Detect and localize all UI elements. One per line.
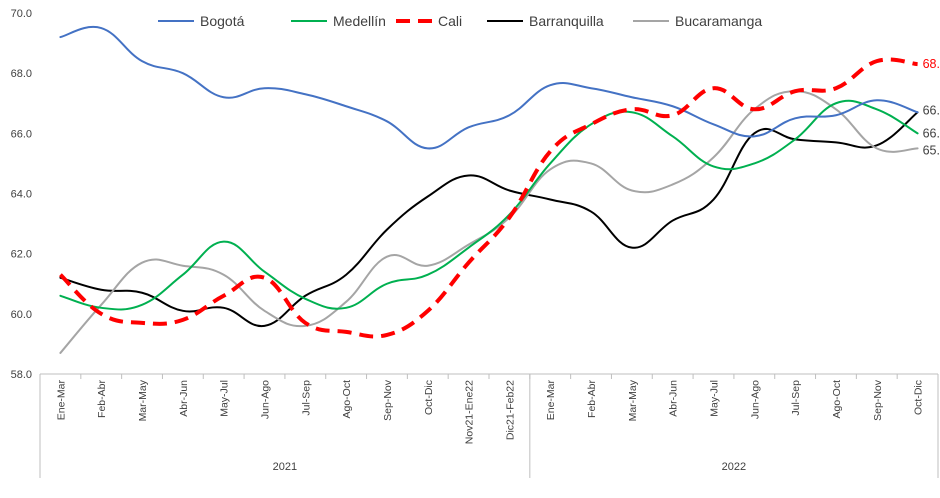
legend-label: Bogotá [200,13,245,29]
x-tick-label: Ago-Oct [341,380,353,419]
end-value-label: 66.0 [923,126,940,140]
end-labels: 66.7 66.0 68.3 65.5 [923,57,940,157]
end-value-label: 65.5 [923,143,940,157]
end-value-label: 68.3 [923,57,940,71]
legend-label: Bucaramanga [675,13,762,29]
chart-legend: Bogotá Medellín Cali Barranquilla Bucaramang… [158,13,762,29]
legend-label: Barranquilla [529,13,604,29]
series-line-bogota [59,25,919,150]
x-tick-label: Dic21-Feb22 [504,380,516,440]
x-tick-label: Ene-Mar [55,380,67,421]
end-value-label: 66.7 [923,103,940,117]
series-line-bucaramanga [59,90,919,354]
series-layer [58,25,919,354]
y-tick-label: 70.0 [11,8,32,20]
series-line-medellin [59,99,919,311]
x-tick-label: Jun-Ago [260,380,272,419]
series-line-cali [58,57,918,339]
year-group-label: 2021 [273,461,297,473]
legend-label: Medellín [333,13,386,29]
x-tick-label: Jul-Sep [790,380,802,416]
y-axis: 58.0 60.0 62.0 64.0 66.0 68.0 70.0 [11,8,32,381]
legend-label: Cali [438,13,462,29]
x-tick-label: Nov21-Ene22 [464,380,476,444]
x-tick-label: Abr-Jun [178,380,190,417]
y-tick-label: 58.0 [11,369,32,381]
y-tick-label: 64.0 [11,189,32,201]
x-tick-label: Feb-Abr [586,380,598,418]
year-group-label: 2022 [722,461,746,473]
x-tick-label: May-Jul [219,380,231,417]
x-tick-label: Oct-Dic [423,380,435,415]
x-tick-label: Abr-Jun [668,380,680,417]
x-tick-label: Mar-May [627,379,639,421]
x-tick-label: Jun-Ago [749,380,761,419]
x-axis: Ene-Mar Feb-Abr Mar-May Abr-Jun May-Jul Jun-A… [39,373,939,478]
y-tick-label: 68.0 [11,68,32,80]
x-tick-label: May-Jul [709,380,721,417]
x-tick-label: Ago-Oct [831,380,843,419]
y-tick-label: 60.0 [11,309,32,321]
x-tick-label: Ene-Mar [545,380,557,421]
x-tick-label: Jul-Sep [300,380,312,416]
x-tick-label: Feb-Abr [96,380,108,418]
y-tick-label: 62.0 [11,249,32,261]
x-tick-label: Mar-May [137,379,149,421]
x-tick-label: Sep-Nov [872,379,884,421]
x-tick-label: Sep-Nov [382,379,394,421]
x-tick-label: Oct-Dic [913,380,925,415]
y-tick-label: 66.0 [11,128,32,140]
